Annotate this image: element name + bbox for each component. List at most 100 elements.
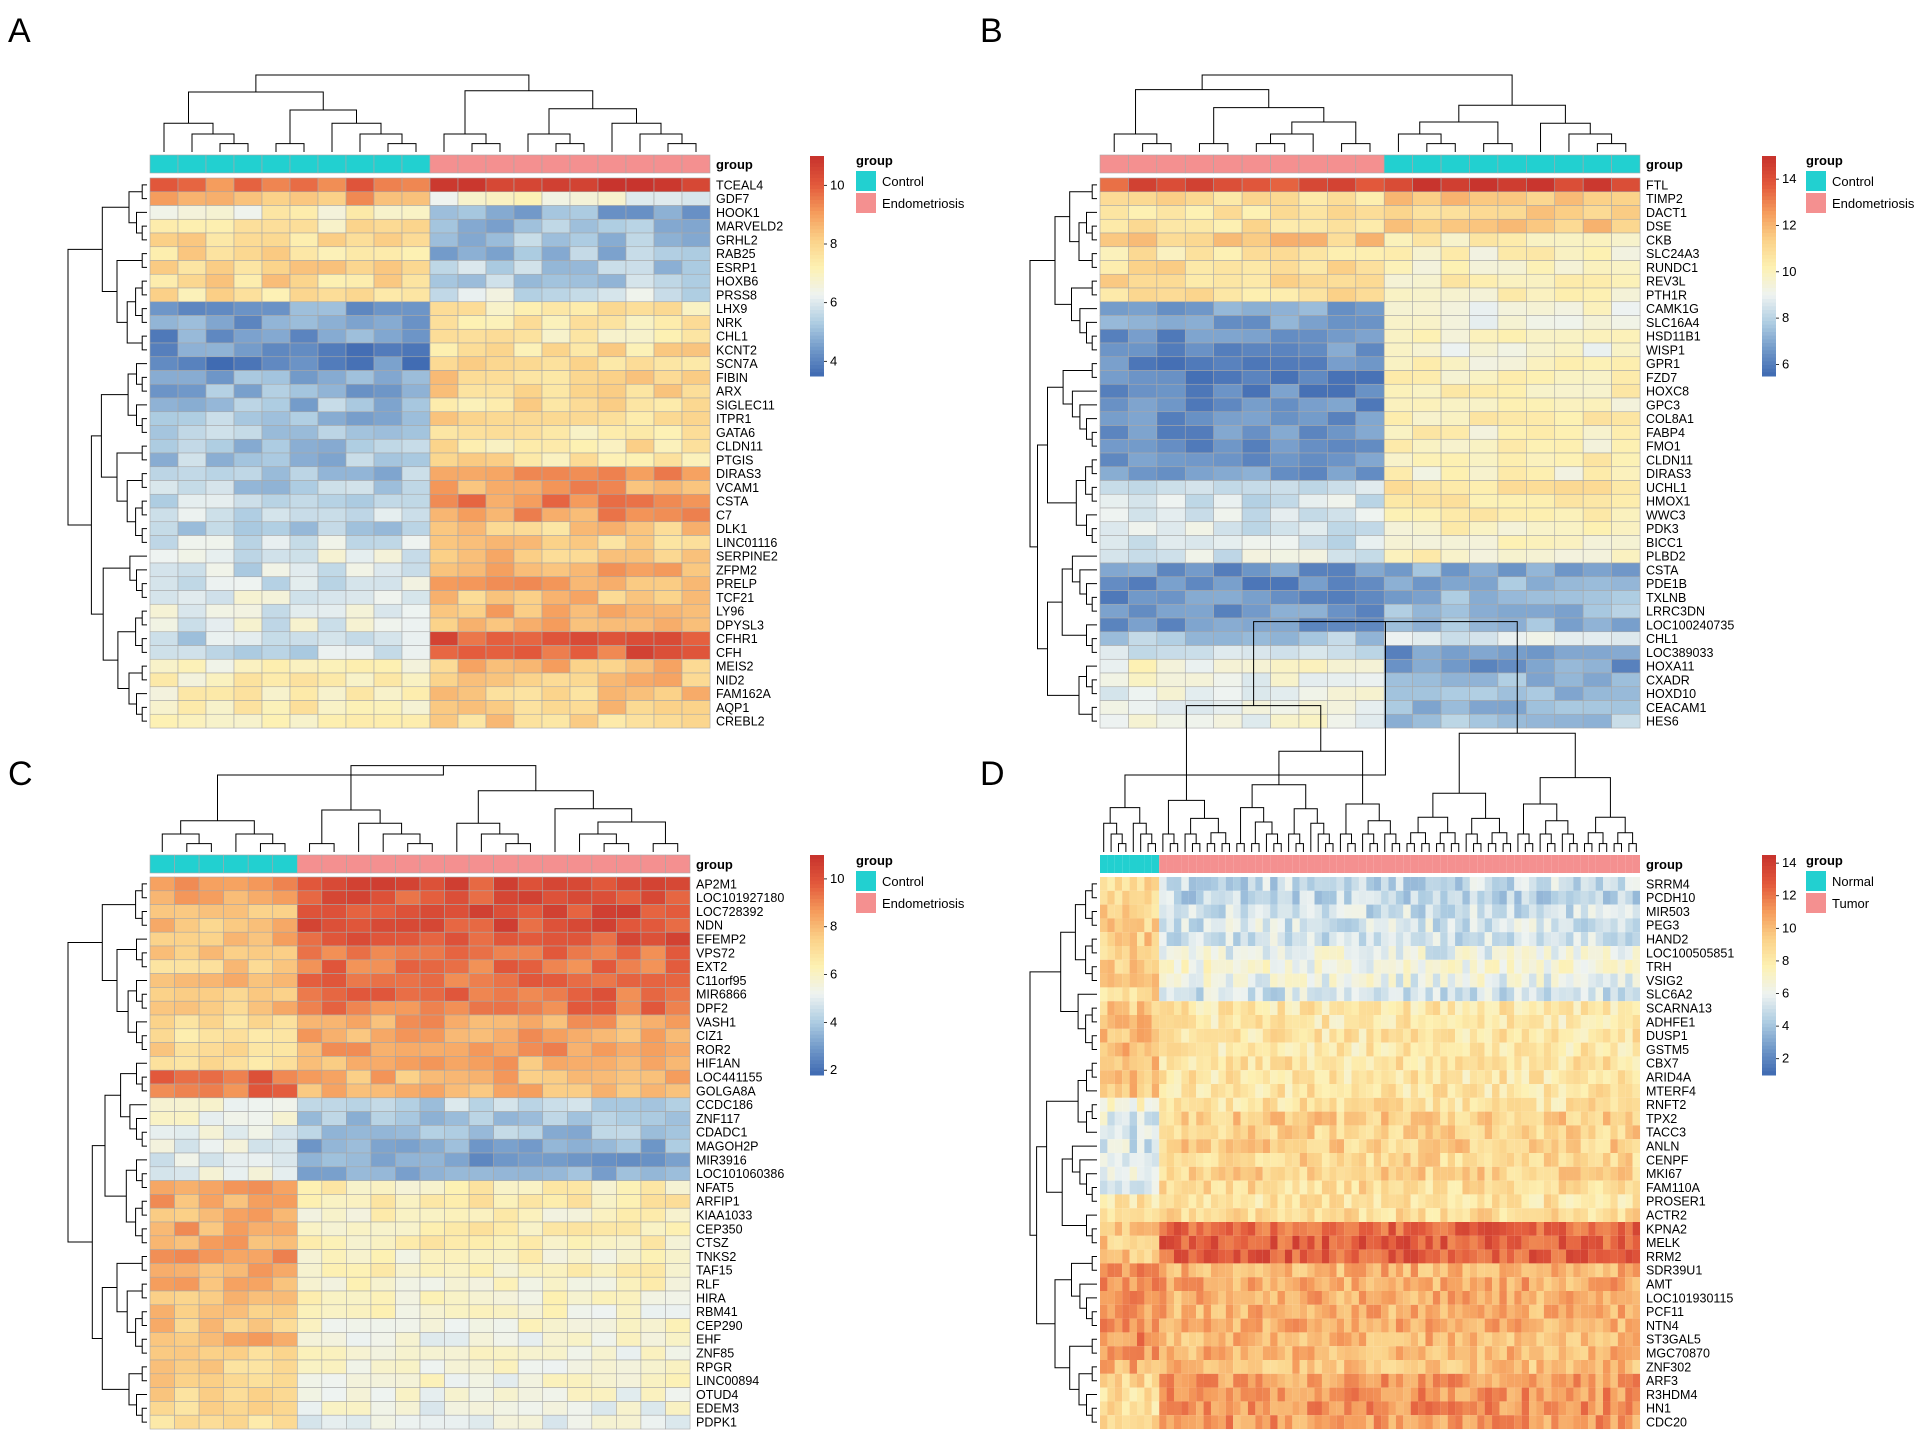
heatmap-cell (261, 273, 291, 289)
gene-label: NFAT5 (696, 1181, 734, 1195)
heatmap-cell (1327, 603, 1357, 619)
heatmap-cell (1156, 328, 1186, 344)
heatmap-cell (1233, 946, 1241, 960)
heatmap-cell (1240, 973, 1248, 988)
heatmap-cell (1440, 617, 1470, 633)
heatmap-cell (429, 342, 459, 358)
heatmap-cell (1225, 1111, 1234, 1126)
heatmap-cell (1344, 1084, 1352, 1098)
heatmap-cell (640, 1304, 666, 1319)
heatmap-cell (1344, 1166, 1352, 1181)
heatmap-cell (205, 507, 235, 523)
heatmap-cell (1418, 918, 1426, 933)
heatmap-cell (1188, 932, 1197, 947)
scale-swatch (1762, 328, 1776, 333)
heatmap-cell (517, 1387, 544, 1402)
heatmap-cell (1580, 877, 1589, 891)
heatmap-cell (1327, 315, 1357, 330)
heatmap-cell (625, 342, 655, 358)
heatmap-cell (401, 700, 431, 715)
heatmap-cell (1536, 1070, 1544, 1085)
gene-label: CIZ1 (696, 1029, 723, 1043)
heatmap-cell (1469, 576, 1499, 591)
heatmap-cell (1099, 260, 1129, 275)
heatmap-cell (429, 370, 459, 385)
heatmap-cell (1128, 342, 1158, 358)
heatmap-cell (1580, 1084, 1589, 1098)
heatmap-cell (1298, 260, 1328, 275)
heatmap-cell (1241, 370, 1271, 385)
heatmap-cell (346, 1194, 372, 1209)
heatmap-cell (1425, 890, 1433, 905)
heatmap-cell (517, 1249, 544, 1264)
heatmap-cell (1625, 1056, 1633, 1071)
heatmap-cell (1440, 631, 1470, 646)
heatmap-cell (149, 397, 179, 413)
heatmap-cell (681, 507, 711, 523)
heatmap-cell (1632, 1153, 1641, 1167)
heatmap-cell (1336, 946, 1345, 960)
heatmap-cell (1632, 946, 1641, 960)
heatmap-cell (513, 342, 543, 358)
heatmap-cell (345, 397, 375, 413)
heatmap-cell (457, 631, 487, 646)
heatmap-cell (1299, 1084, 1308, 1098)
heatmap-cell (513, 287, 543, 303)
heatmap-cell (1196, 1125, 1204, 1140)
heatmap-cell (401, 397, 431, 413)
heatmap-cell (1558, 1056, 1567, 1071)
heatmap-cell (1181, 1001, 1189, 1016)
heatmap-cell (395, 1111, 421, 1126)
heatmap-cell (1262, 1001, 1271, 1016)
heatmap-cell (247, 1304, 274, 1319)
heatmap-cell (1327, 425, 1357, 440)
heatmap-cell (321, 1000, 347, 1016)
heatmap-cell (468, 1042, 494, 1057)
heatmap-cell (373, 548, 403, 564)
heatmap-cell (1551, 1097, 1559, 1112)
heatmap-cell (1314, 1139, 1322, 1154)
heatmap-cell (247, 1014, 274, 1030)
heatmap-cell (1595, 1249, 1604, 1264)
heatmap-cell (272, 1414, 298, 1430)
heatmap-cell (1617, 1194, 1626, 1209)
heatmap-cell (1412, 411, 1442, 426)
scale-swatch (1762, 357, 1776, 362)
heatmap-cell (1321, 1056, 1330, 1071)
heatmap-cell (1151, 1084, 1160, 1098)
heatmap-cell (1277, 1097, 1285, 1112)
scale-tick-label: 10 (1782, 264, 1796, 279)
gene-label: GOLGA8A (696, 1084, 756, 1098)
heatmap-cell (485, 466, 515, 481)
heatmap-cell (1270, 315, 1300, 330)
heatmap-cell (1603, 1235, 1611, 1250)
heatmap-cell (1455, 1015, 1463, 1029)
heatmap-cell (569, 548, 599, 564)
heatmap-cell (569, 273, 599, 289)
heatmap-cell (1403, 1208, 1411, 1223)
heatmap-cell (1358, 1235, 1367, 1250)
heatmap-cell (517, 1069, 544, 1085)
gene-label: LOC101060386 (696, 1167, 784, 1181)
heatmap-cell (1395, 1070, 1404, 1085)
heatmap-cell (1543, 987, 1552, 1002)
heatmap-cell (149, 876, 175, 892)
heatmap-cell (233, 535, 263, 550)
scale-tick-label: 8 (1782, 310, 1789, 325)
heatmap-cell (1225, 987, 1234, 1002)
scale-swatch (1762, 167, 1776, 172)
heatmap-cell (1582, 356, 1612, 371)
heatmap-cell (261, 301, 291, 316)
heatmap-cell (513, 631, 543, 646)
scale-swatch (810, 910, 824, 915)
heatmap-cell (1213, 383, 1243, 399)
heatmap-cell (1462, 1042, 1470, 1057)
heatmap-cell (1447, 1139, 1456, 1154)
heatmap-cell (457, 301, 487, 316)
heatmap-cell (1526, 425, 1556, 440)
heatmap-cell (1255, 1249, 1263, 1264)
heatmap-cell (1358, 987, 1367, 1002)
heatmap-cell (1632, 987, 1641, 1002)
annotation-cell (665, 854, 691, 874)
heatmap-cell (1440, 438, 1470, 454)
